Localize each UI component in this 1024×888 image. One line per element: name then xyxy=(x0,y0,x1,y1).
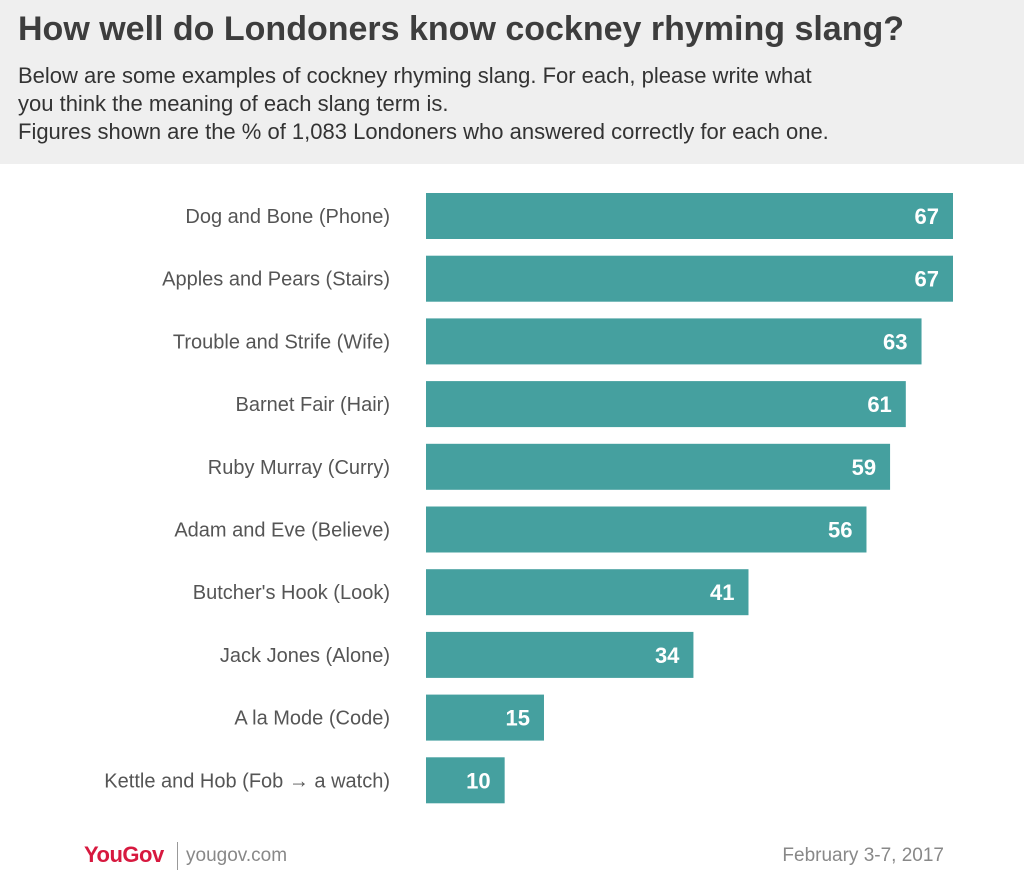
bar xyxy=(426,381,906,428)
chart-title: How well do Londoners know cockney rhymi… xyxy=(18,10,905,48)
bar-value-label: 15 xyxy=(506,706,530,731)
category-label: Jack Jones (Alone) xyxy=(220,645,390,667)
bar xyxy=(426,255,953,302)
subtitle-line-1: Below are some examples of cockney rhymi… xyxy=(18,63,812,88)
header-panel: How well do Londoners know cockney rhymi… xyxy=(0,0,1024,164)
bar-chart: Dog and Bone (Phone) 67 Apples and Pears (… xyxy=(104,193,953,804)
bar-value-label: 67 xyxy=(915,204,939,229)
bar xyxy=(426,569,749,616)
category-label: Ruby Murray (Curry) xyxy=(208,457,390,479)
bar-value-label: 34 xyxy=(655,643,680,668)
footer-date: February 3-7, 2017 xyxy=(782,845,944,866)
subtitle-line-2: you think the meaning of each slang term… xyxy=(18,91,449,116)
bar xyxy=(426,694,544,741)
footer-site-link[interactable]: yougov.com xyxy=(186,845,288,866)
category-label: A la Mode (Code) xyxy=(234,708,390,730)
category-label: Barnet Fair (Hair) xyxy=(236,394,390,416)
category-label: Adam and Eve (Believe) xyxy=(174,520,390,542)
bar xyxy=(426,318,922,365)
bar-value-label: 56 xyxy=(828,518,852,543)
yougov-logo: YouGov xyxy=(84,842,164,867)
category-label: Dog and Bone (Phone) xyxy=(185,206,390,228)
subtitle-line-3: Figures shown are the % of 1,083 Londone… xyxy=(18,119,829,144)
bar xyxy=(426,506,867,553)
category-label: Butcher's Hook (Look) xyxy=(193,582,390,604)
bar-value-label: 59 xyxy=(852,455,876,480)
bar xyxy=(426,757,505,804)
chart-subtitle: Below are some examples of cockney rhymi… xyxy=(18,62,1008,146)
bar xyxy=(426,631,694,678)
bar xyxy=(426,193,953,239)
category-label: Trouble and Strife (Wife) xyxy=(173,331,390,353)
footer-divider xyxy=(177,842,178,870)
bar-value-label: 61 xyxy=(867,392,891,417)
bar-value-label: 67 xyxy=(915,267,939,292)
bar-value-label: 63 xyxy=(883,329,907,354)
category-label: Kettle and Hob (Fob → a watch) xyxy=(104,770,390,792)
bar-value-label: 41 xyxy=(710,580,734,605)
bar xyxy=(426,443,891,490)
bar-value-label: 10 xyxy=(466,768,490,793)
category-label: Apples and Pears (Stairs) xyxy=(162,269,390,291)
